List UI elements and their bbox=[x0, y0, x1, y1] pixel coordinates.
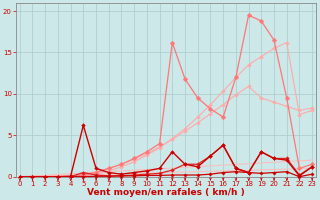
X-axis label: Vent moyen/en rafales ( km/h ): Vent moyen/en rafales ( km/h ) bbox=[87, 188, 245, 197]
